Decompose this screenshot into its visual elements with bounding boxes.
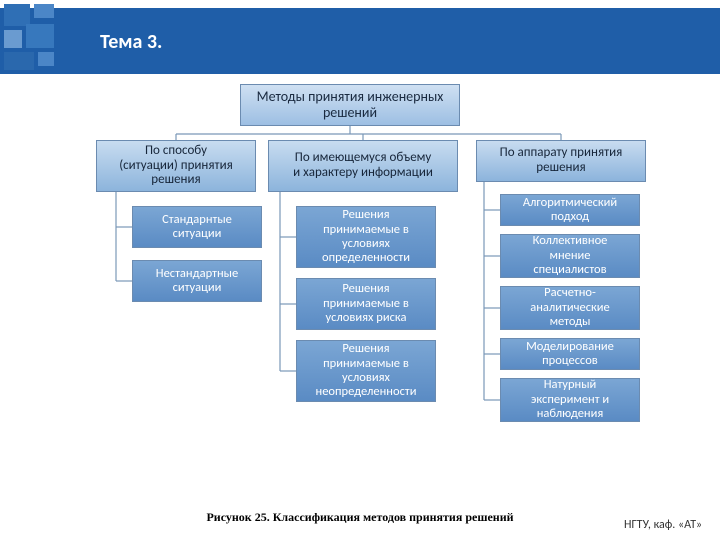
col3-leaf-4: Натурный эксперимент и наблюдения bbox=[500, 378, 640, 422]
col2-leaf-2: Решения принимаемые в условиях неопредел… bbox=[296, 340, 436, 402]
category-node-2: По аппарату принятия решения bbox=[476, 140, 646, 182]
col3-leaf-0: Алгоритмический подход bbox=[500, 194, 640, 226]
col3-leaf-1: Коллективное мнение специалистов bbox=[500, 234, 640, 278]
col2-leaf-0: Решения принимаемые в условиях определен… bbox=[296, 206, 436, 268]
root-node: Методы принятия инженерных решений bbox=[240, 84, 460, 126]
col2-leaf-1: Решения принимаемые в условиях риска bbox=[296, 278, 436, 330]
slide-title: Тема 3. bbox=[100, 30, 162, 54]
header-decoration bbox=[0, 0, 80, 74]
col1-leaf-1: Нестандартные ситуации bbox=[132, 260, 262, 302]
col3-leaf-2: Расчетно- аналитические методы bbox=[500, 286, 640, 330]
category-node-1: По имеющемуся объему и характеру информа… bbox=[268, 140, 458, 192]
figure-caption: Рисунок 25. Классификация методов принят… bbox=[0, 510, 720, 525]
footer-text: НГТУ, каф. «АТ» bbox=[624, 518, 702, 532]
classification-diagram: Методы принятия инженерных решений По спо… bbox=[0, 78, 720, 498]
col3-leaf-3: Моделирование процессов bbox=[500, 338, 640, 370]
category-node-0: По способу (ситуации) принятия решения bbox=[96, 140, 256, 192]
col1-leaf-0: Стандарнтые ситуации bbox=[132, 206, 262, 248]
